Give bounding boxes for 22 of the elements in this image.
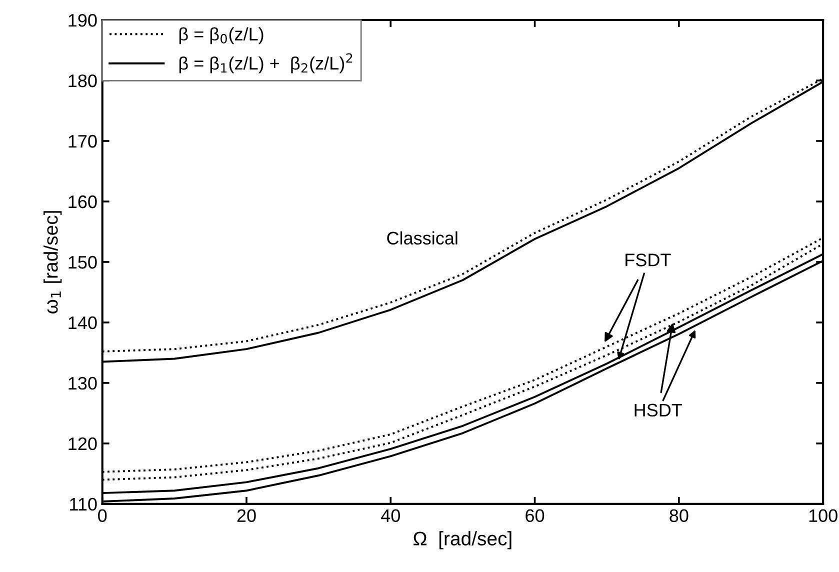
y-tick-label: 170 xyxy=(68,134,97,148)
legend-label: β = β$_{1}$(z/L) + β$_{2}$(z/L)$^{2}$ xyxy=(179,53,352,74)
y-tick-label: 160 xyxy=(68,195,97,208)
y-tick-label: 150 xyxy=(68,256,97,269)
legend-label: β = β$_{0}$(z/L) xyxy=(179,27,264,44)
y-tick-label: 120 xyxy=(68,437,97,450)
y-tick-label: 180 xyxy=(68,74,97,88)
x-tick-label: 20 xyxy=(237,509,256,522)
annotation: HSDT xyxy=(634,404,682,417)
y-tick-label: 110 xyxy=(70,498,97,511)
y-tick-label: 190 xyxy=(68,14,97,27)
y-tick-label: 140 xyxy=(68,316,97,330)
x-tick-label: 40 xyxy=(381,509,400,522)
x-tick-label: 60 xyxy=(526,509,544,522)
x-tick-label: 0 xyxy=(98,509,107,522)
annotation: FSDT xyxy=(626,254,671,266)
annotation: Classical xyxy=(387,231,458,245)
x-axis-title: Ω [rad/sec] xyxy=(414,531,512,550)
y-axis-title: ω$_{1}$ [rad/sec] xyxy=(44,211,62,314)
x-tick-label: 100 xyxy=(809,509,838,522)
x-tick-label: 80 xyxy=(670,509,688,522)
y-tick-label: 130 xyxy=(68,376,97,390)
